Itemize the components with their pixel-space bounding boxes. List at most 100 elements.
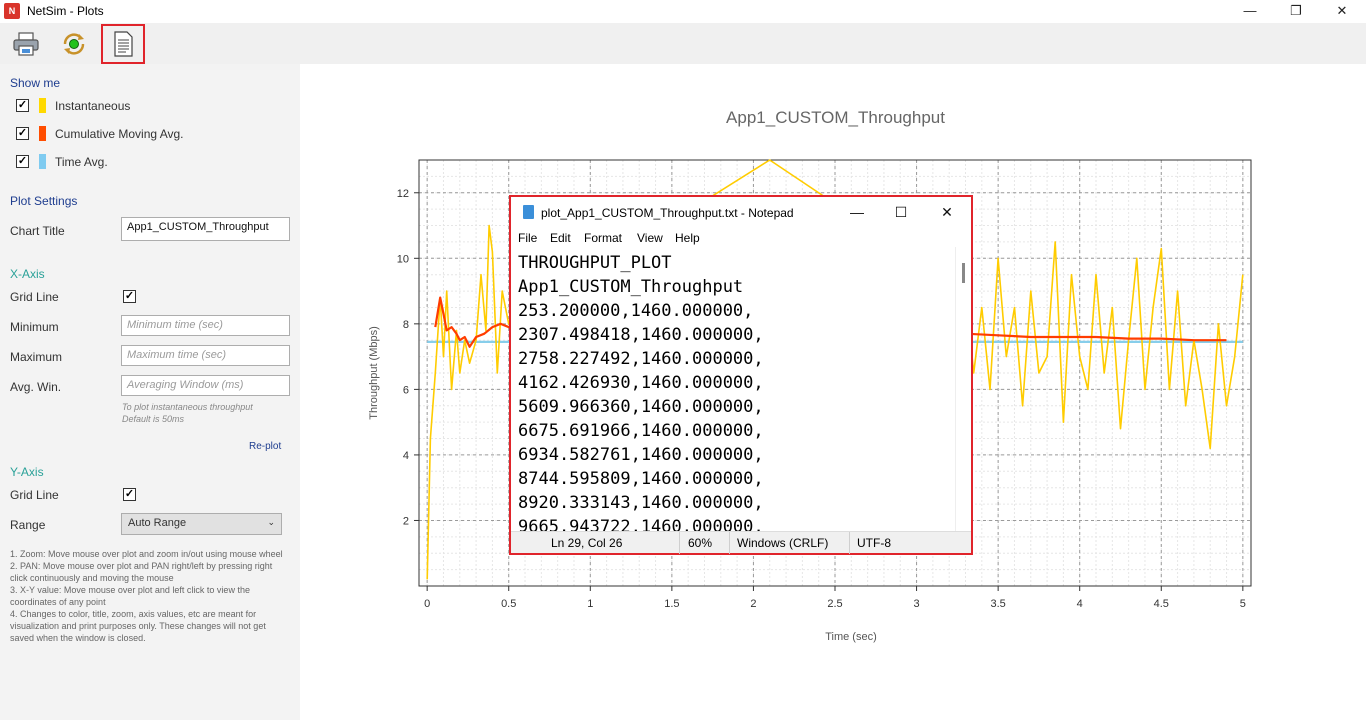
- menu-view[interactable]: View: [637, 231, 663, 245]
- y-grid-line-label: Grid Line: [10, 488, 59, 502]
- avg-win-hint-1: To plot instantaneous throughput: [122, 402, 253, 412]
- notepad-close-button[interactable]: ✕: [941, 204, 953, 220]
- text-line: 4162.426930,1460.000000,: [518, 373, 764, 393]
- notepad-vertical-scrollbar[interactable]: [955, 247, 971, 531]
- text-line: 253.200000,1460.000000,: [518, 301, 754, 321]
- scrollbar-thumb[interactable]: [962, 263, 965, 283]
- refresh-icon: [63, 33, 85, 55]
- avg-win-hint-2: Default is 50ms: [122, 414, 185, 424]
- cumulative-avg-swatch: [39, 126, 46, 141]
- x-tick-label: 3: [914, 598, 920, 610]
- y-grid-line-checkbox[interactable]: ✓: [123, 488, 136, 501]
- x-axis-label: Time (sec): [825, 631, 877, 643]
- x-tick-label: 2.5: [827, 598, 842, 610]
- note-zoom: 1. Zoom: Move mouse over plot and zoom i…: [10, 549, 283, 559]
- usage-notes: 1. Zoom: Move mouse over plot and zoom i…: [10, 548, 292, 644]
- menu-file[interactable]: File: [518, 231, 538, 245]
- cumulative-avg-label: Cumulative Moving Avg.: [55, 127, 184, 141]
- status-encoding: UTF-8: [857, 536, 891, 550]
- text-line: 6675.691966,1460.000000,: [518, 421, 764, 441]
- x-minimum-input[interactable]: Minimum time (sec): [121, 315, 290, 336]
- notepad-title-bar: plot_App1_CUSTOM_Throughput.txt - Notepa…: [511, 197, 971, 227]
- avg-win-label: Avg. Win.: [10, 380, 62, 394]
- x-tick-label: 5: [1240, 598, 1246, 610]
- notepad-text-area[interactable]: THROUGHPUT_PLOT App1_CUSTOM_Throughput 253…: [511, 247, 955, 531]
- replot-link[interactable]: Re-plot: [249, 441, 282, 452]
- y-tick-label: 8: [403, 319, 409, 331]
- notepad-title: plot_App1_CUSTOM_Throughput.txt - Notepa…: [541, 206, 794, 220]
- x-tick-label: 4.5: [1154, 598, 1169, 610]
- text-line: 2758.227492,1460.000000,: [518, 349, 764, 369]
- show-me-title: Show me: [10, 76, 61, 90]
- x-maximum-label: Maximum: [10, 350, 63, 364]
- note-xy-value: 3. X-Y value: Move mouse over plot and l…: [10, 585, 250, 607]
- time-avg-label: Time Avg.: [55, 155, 108, 169]
- window-title: NetSim - Plots: [27, 4, 104, 18]
- y-tick-label: 12: [397, 188, 409, 200]
- title-bar: N NetSim - Plots — ❐ ✕: [0, 0, 1366, 23]
- chart-title: App1_CUSTOM_Throughput: [726, 108, 945, 127]
- text-line: 8744.595809,1460.000000,: [518, 469, 764, 489]
- restore-button[interactable]: ❐: [1290, 3, 1302, 18]
- text-line: THROUGHPUT_PLOT: [518, 253, 672, 273]
- menu-format[interactable]: Format: [584, 231, 623, 245]
- x-maximum-input[interactable]: Maximum time (sec): [121, 345, 290, 366]
- x-tick-label: 1: [587, 598, 593, 610]
- cumulative-avg-series-line: [434, 296, 1227, 348]
- text-line: App1_CUSTOM_Throughput: [518, 277, 744, 297]
- plot-settings-title: Plot Settings: [10, 194, 78, 208]
- instantaneous-series-line: [426, 159, 1244, 580]
- y-tick-label: 4: [403, 450, 409, 462]
- refresh-button[interactable]: [54, 25, 94, 63]
- chart-title-label: Chart Title: [10, 224, 65, 238]
- range-select-value: Auto Range: [128, 517, 187, 529]
- open-text-file-button[interactable]: [101, 24, 145, 64]
- x-tick-label: 4: [1077, 598, 1083, 610]
- status-position: Ln 29, Col 26: [551, 536, 623, 550]
- menu-edit[interactable]: Edit: [550, 231, 571, 245]
- menu-help[interactable]: Help: [675, 231, 700, 245]
- x-grid-line-checkbox[interactable]: ✓: [123, 290, 136, 303]
- text-line: 6934.582761,1460.000000,: [518, 445, 764, 465]
- notepad-minimize-button[interactable]: —: [850, 204, 864, 220]
- status-separator: [679, 532, 680, 554]
- notepad-window[interactable]: plot_App1_CUSTOM_Throughput.txt - Notepa…: [509, 195, 973, 555]
- settings-sidebar: Show me ✓ Instantaneous ✓ Cumulative Mov…: [0, 64, 300, 720]
- netsim-app-icon: N: [4, 3, 20, 19]
- notepad-maximize-button[interactable]: ☐: [894, 204, 908, 220]
- printer-icon: [13, 32, 39, 56]
- range-select[interactable]: Auto Range ⌄: [121, 513, 282, 535]
- x-tick-label: 0.5: [501, 598, 516, 610]
- range-label: Range: [10, 518, 46, 532]
- notepad-status-bar: Ln 29, Col 26 60% Windows (CRLF) UTF-8: [511, 531, 971, 554]
- text-line: 8920.333143,1460.000000,: [518, 493, 764, 513]
- minimize-button[interactable]: —: [1243, 3, 1257, 18]
- instantaneous-label: Instantaneous: [55, 99, 131, 113]
- x-grid-line-label: Grid Line: [10, 290, 59, 304]
- y-tick-label: 2: [403, 515, 409, 527]
- y-axis-title: Y-Axis: [10, 465, 44, 479]
- instantaneous-swatch: [39, 98, 46, 113]
- x-tick-label: 0: [424, 598, 430, 610]
- time-avg-checkbox[interactable]: ✓: [16, 155, 29, 168]
- notepad-icon: [523, 205, 534, 219]
- y-tick-label: 10: [397, 253, 409, 265]
- notepad-menu-bar: File Edit Format View Help: [511, 229, 971, 247]
- print-button[interactable]: [6, 25, 46, 63]
- x-minimum-label: Minimum: [10, 320, 59, 334]
- x-tick-label: 2: [750, 598, 756, 610]
- cumulative-avg-checkbox[interactable]: ✓: [16, 127, 29, 140]
- note-pan: 2. PAN: Move mouse over plot and PAN rig…: [10, 561, 273, 583]
- note-changes: 4. Changes to color, title, zoom, axis v…: [10, 609, 266, 643]
- time-avg-swatch: [39, 154, 46, 169]
- y-tick-label: 6: [403, 384, 409, 396]
- text-line: 2307.498418,1460.000000,: [518, 325, 764, 345]
- text-line: 9665.943722,1460.000000,: [518, 517, 764, 531]
- avg-win-input[interactable]: Averaging Window (ms): [121, 375, 290, 396]
- status-separator: [729, 532, 730, 554]
- chart-title-input[interactable]: App1_CUSTOM_Throughput: [121, 217, 290, 241]
- toolbar: [0, 23, 1366, 64]
- close-button[interactable]: ✕: [1336, 3, 1348, 18]
- instantaneous-checkbox[interactable]: ✓: [16, 99, 29, 112]
- chevron-down-icon: ⌄: [267, 517, 275, 527]
